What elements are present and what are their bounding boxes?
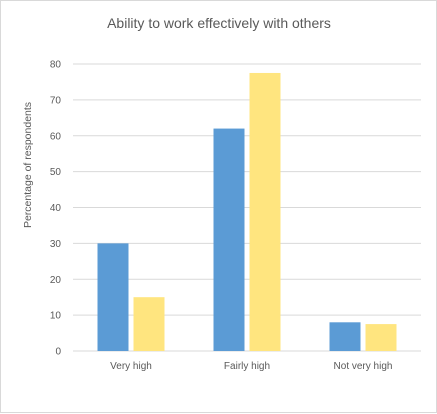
y-tick-label: 0 [55, 347, 61, 358]
y-tick-label: 50 [50, 167, 62, 178]
x-tick-label: Not very high [334, 361, 393, 372]
bars [97, 72, 397, 351]
bar-series-1-very-high [97, 243, 129, 351]
y-tick-label: 40 [50, 203, 62, 214]
y-tick-label: 30 [50, 239, 62, 250]
y-axis-title: Percentage of respondents [22, 102, 34, 228]
y-tick-label: 10 [50, 311, 62, 322]
gridlines [73, 63, 421, 352]
bar-series-1-fairly-high [213, 128, 245, 351]
x-axis-ticks: Very high Fairly high Not very high [110, 361, 392, 372]
y-tick-label: 60 [50, 131, 62, 142]
bar-series-2-not-very-high [365, 324, 397, 351]
bar-series-2-fairly-high [249, 72, 281, 351]
bar-series-2-very-high [133, 297, 165, 351]
y-tick-label: 70 [50, 95, 62, 106]
y-tick-label: 80 [50, 60, 62, 71]
y-tick-label: 20 [50, 275, 62, 286]
bar-series-1-not-very-high [329, 322, 361, 351]
x-tick-label: Fairly high [224, 361, 270, 372]
x-tick-label: Very high [110, 361, 152, 372]
chart-title: Ability to work effectively with others [107, 15, 331, 31]
y-axis-ticks: 0 10 20 30 40 50 60 70 80 [50, 60, 62, 358]
